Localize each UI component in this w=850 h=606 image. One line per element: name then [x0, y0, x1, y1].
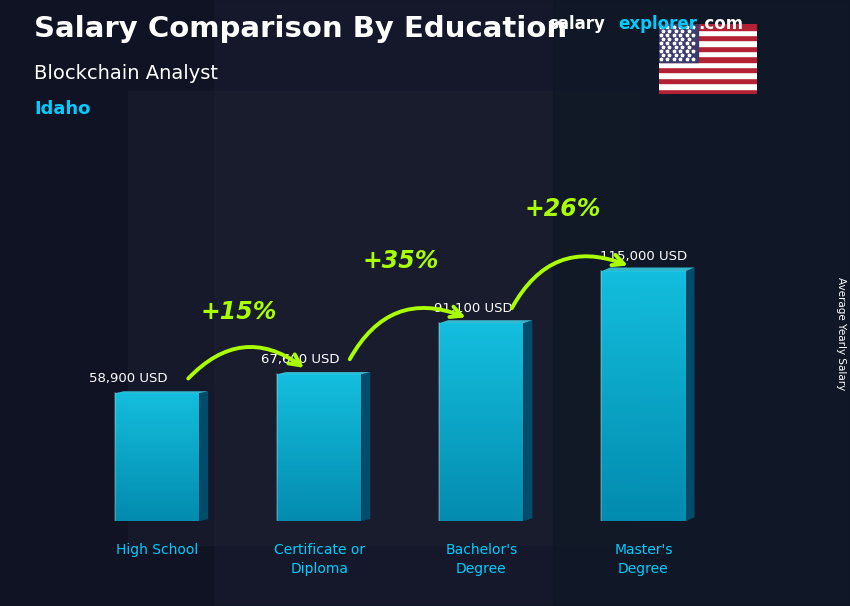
Polygon shape	[277, 458, 361, 460]
Text: Master's
Degree: Master's Degree	[615, 543, 672, 576]
Polygon shape	[277, 413, 361, 416]
Polygon shape	[439, 323, 524, 327]
Polygon shape	[277, 519, 361, 521]
Polygon shape	[277, 497, 361, 499]
Polygon shape	[277, 465, 361, 467]
Polygon shape	[601, 375, 686, 379]
Polygon shape	[439, 501, 524, 505]
Polygon shape	[277, 379, 361, 382]
Polygon shape	[601, 438, 686, 442]
Polygon shape	[277, 418, 361, 421]
Polygon shape	[277, 375, 361, 377]
Polygon shape	[601, 321, 686, 325]
Text: +15%: +15%	[200, 300, 276, 324]
Polygon shape	[277, 443, 361, 445]
Polygon shape	[601, 292, 686, 296]
Polygon shape	[277, 396, 361, 399]
Polygon shape	[115, 398, 199, 399]
Polygon shape	[659, 88, 756, 94]
Polygon shape	[439, 518, 524, 521]
Polygon shape	[601, 384, 686, 388]
Polygon shape	[115, 427, 199, 430]
Polygon shape	[115, 421, 199, 423]
Polygon shape	[115, 455, 199, 457]
Polygon shape	[277, 387, 361, 389]
Polygon shape	[277, 489, 361, 492]
Polygon shape	[115, 415, 199, 416]
Text: High School: High School	[116, 543, 198, 558]
Polygon shape	[115, 412, 199, 415]
Polygon shape	[601, 488, 686, 492]
Polygon shape	[601, 367, 686, 371]
Polygon shape	[601, 379, 686, 384]
Polygon shape	[439, 359, 524, 363]
Polygon shape	[601, 479, 686, 484]
Text: salary: salary	[548, 15, 605, 33]
Polygon shape	[439, 511, 524, 514]
Polygon shape	[115, 468, 199, 470]
Text: Certificate or
Diploma: Certificate or Diploma	[274, 543, 365, 576]
Polygon shape	[115, 447, 199, 448]
Polygon shape	[439, 462, 524, 465]
Polygon shape	[277, 462, 361, 465]
Polygon shape	[601, 425, 686, 430]
Polygon shape	[601, 475, 686, 479]
Polygon shape	[277, 372, 371, 375]
Polygon shape	[277, 389, 361, 391]
Polygon shape	[439, 471, 524, 475]
Polygon shape	[115, 464, 199, 465]
Text: 58,900 USD: 58,900 USD	[88, 372, 167, 385]
Polygon shape	[115, 485, 199, 487]
Polygon shape	[115, 395, 199, 398]
Text: +26%: +26%	[524, 197, 601, 221]
Polygon shape	[277, 477, 361, 479]
Polygon shape	[439, 442, 524, 445]
Polygon shape	[439, 320, 532, 323]
Polygon shape	[439, 333, 524, 336]
Polygon shape	[601, 508, 686, 513]
Polygon shape	[439, 468, 524, 471]
Polygon shape	[115, 514, 199, 517]
Polygon shape	[601, 308, 686, 313]
Polygon shape	[601, 334, 686, 338]
Text: Blockchain Analyst: Blockchain Analyst	[34, 64, 218, 82]
Polygon shape	[439, 363, 524, 366]
Polygon shape	[115, 493, 199, 496]
Polygon shape	[115, 496, 199, 498]
Polygon shape	[115, 399, 199, 402]
Polygon shape	[439, 366, 524, 370]
Polygon shape	[439, 482, 524, 485]
Polygon shape	[115, 502, 199, 504]
Polygon shape	[439, 448, 524, 452]
Polygon shape	[128, 91, 638, 545]
Polygon shape	[277, 441, 361, 443]
Text: Salary Comparison By Education: Salary Comparison By Education	[34, 15, 567, 43]
Polygon shape	[552, 0, 850, 606]
Polygon shape	[277, 436, 361, 438]
Polygon shape	[439, 405, 524, 409]
Polygon shape	[524, 320, 532, 521]
Polygon shape	[277, 384, 361, 387]
Polygon shape	[115, 431, 199, 434]
Polygon shape	[601, 388, 686, 392]
Polygon shape	[439, 429, 524, 432]
Polygon shape	[601, 301, 686, 305]
Polygon shape	[277, 460, 361, 462]
Polygon shape	[439, 455, 524, 459]
Polygon shape	[601, 492, 686, 496]
Polygon shape	[601, 296, 686, 301]
Polygon shape	[277, 399, 361, 401]
Polygon shape	[601, 267, 694, 271]
Polygon shape	[439, 330, 524, 333]
Polygon shape	[439, 396, 524, 399]
Polygon shape	[601, 467, 686, 471]
Polygon shape	[601, 463, 686, 467]
Polygon shape	[115, 451, 199, 453]
Polygon shape	[115, 410, 199, 412]
Text: +35%: +35%	[362, 248, 439, 273]
Polygon shape	[601, 454, 686, 459]
Polygon shape	[277, 423, 361, 425]
Polygon shape	[115, 442, 199, 444]
Polygon shape	[601, 405, 686, 408]
